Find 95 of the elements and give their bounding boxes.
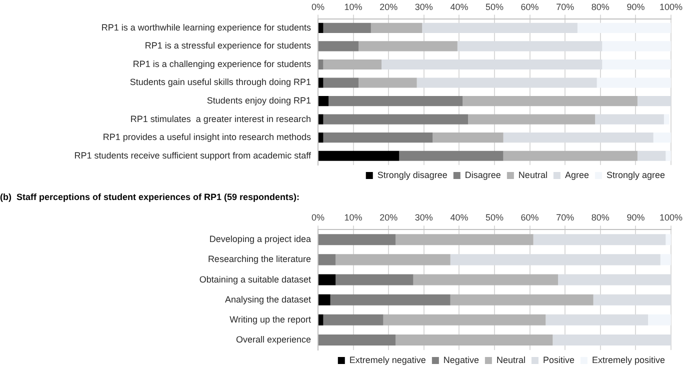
x-tick-label: 0% (311, 2, 325, 12)
bar (318, 78, 324, 88)
bar (660, 254, 671, 266)
x-tick-label: 50% (485, 212, 504, 223)
legend-label: Neutral (496, 354, 526, 365)
bar (666, 150, 671, 161)
y-tick-label: RP1 stimulates a greater interest in research (130, 114, 311, 124)
bar (318, 334, 396, 346)
bar (323, 22, 371, 33)
x-tick-label: 70% (556, 212, 574, 223)
x-tick-label: 20% (380, 2, 398, 12)
y-tick-label: Students gain useful skills through doing RP1 (130, 77, 311, 88)
y-tick-label: RP1 is a stressful experience for students (144, 40, 312, 51)
legend-label: Negative (443, 354, 479, 365)
bar (318, 59, 324, 70)
bar (318, 150, 400, 161)
bar (358, 41, 458, 52)
y-tick-label: Students enjoy doing RP1 (206, 96, 311, 106)
legend-label: Neutral (518, 170, 548, 180)
x-tick-label: 90% (626, 212, 645, 223)
legend-label: Strongly agree (606, 170, 666, 180)
bar (413, 274, 558, 286)
x-tick-label: 80% (591, 212, 610, 223)
legend-label: Positive (542, 354, 574, 365)
legend-label: Strongly disagree (377, 170, 448, 180)
bar (318, 294, 330, 306)
bar (577, 22, 671, 33)
text: (b) Staff perceptions of student experiences of RP1 (59 respondents): (0, 192, 300, 202)
bar (462, 96, 638, 106)
bar (358, 78, 417, 88)
x-tick-label: 80% (591, 2, 610, 12)
bar (323, 314, 384, 326)
x-tick-label: 60% (520, 2, 539, 12)
bar (318, 314, 324, 326)
bar (503, 150, 638, 161)
y-tick-label: RP1 students receive sufficient support from academic staff (74, 150, 312, 160)
bar (602, 59, 671, 70)
bar (336, 274, 414, 286)
x-tick-label: 100% (659, 2, 683, 12)
y-tick-label: Researching the literature (208, 254, 311, 264)
bar (323, 78, 359, 88)
bar (318, 96, 329, 106)
bar (602, 41, 671, 52)
bar (318, 234, 396, 246)
x-tick-label: 90% (626, 2, 645, 12)
bar (653, 132, 671, 143)
bar (399, 150, 504, 161)
bar (318, 132, 324, 143)
bar (468, 114, 596, 124)
y-tick-label: RP1 provides a useful insight into research methods (102, 132, 312, 142)
y-tick-label: RP1 is a worthwhile learning experience for students (101, 22, 312, 32)
bar (318, 41, 359, 52)
y-tick-label: Analysing the dataset (224, 294, 312, 304)
x-tick-label: 0% (311, 212, 325, 223)
x-tick-label: 40% (450, 2, 468, 12)
y-tick-label: Overall experience (236, 334, 311, 344)
x-tick-label: 30% (414, 2, 433, 12)
bar (432, 132, 504, 143)
x-tick-label: 10% (344, 2, 362, 12)
bar (318, 114, 324, 124)
x-tick-label: 70% (556, 2, 574, 12)
x-tick-label: 30% (414, 212, 433, 223)
bar (323, 114, 468, 124)
x-tick-label: 10% (344, 212, 362, 223)
bar (664, 114, 670, 124)
bar (318, 22, 324, 33)
x-tick-label: 50% (485, 2, 504, 12)
bar (330, 294, 450, 306)
bar (396, 334, 553, 346)
y-tick-label: Obtaining a suitable dataset (199, 274, 312, 284)
x-tick-label: 20% (380, 212, 398, 223)
bar (648, 314, 671, 326)
y-tick-label: Developing a project idea (209, 234, 311, 244)
x-tick-label: 60% (520, 212, 539, 223)
bar (450, 294, 594, 306)
bar (323, 132, 433, 143)
bar (396, 234, 534, 246)
bar (318, 274, 336, 286)
legend-label: Disagree (464, 170, 501, 180)
y-tick-label: RP1 is a challenging experience for students (132, 58, 312, 69)
bar (637, 150, 666, 161)
bar (328, 96, 463, 106)
bar (336, 254, 450, 266)
bar (323, 59, 382, 70)
x-tick-label: 100% (659, 212, 683, 223)
bar (318, 254, 336, 266)
bar (370, 22, 422, 33)
legend-label: Agree (564, 170, 589, 180)
bar (383, 314, 546, 326)
bar (596, 78, 671, 88)
legend-label: Extremely positive (592, 354, 666, 365)
y-tick-label: Writing up the report (230, 314, 312, 324)
legend-label: Extremely negative (349, 354, 426, 365)
bar (666, 234, 671, 246)
x-tick-label: 40% (450, 212, 468, 223)
